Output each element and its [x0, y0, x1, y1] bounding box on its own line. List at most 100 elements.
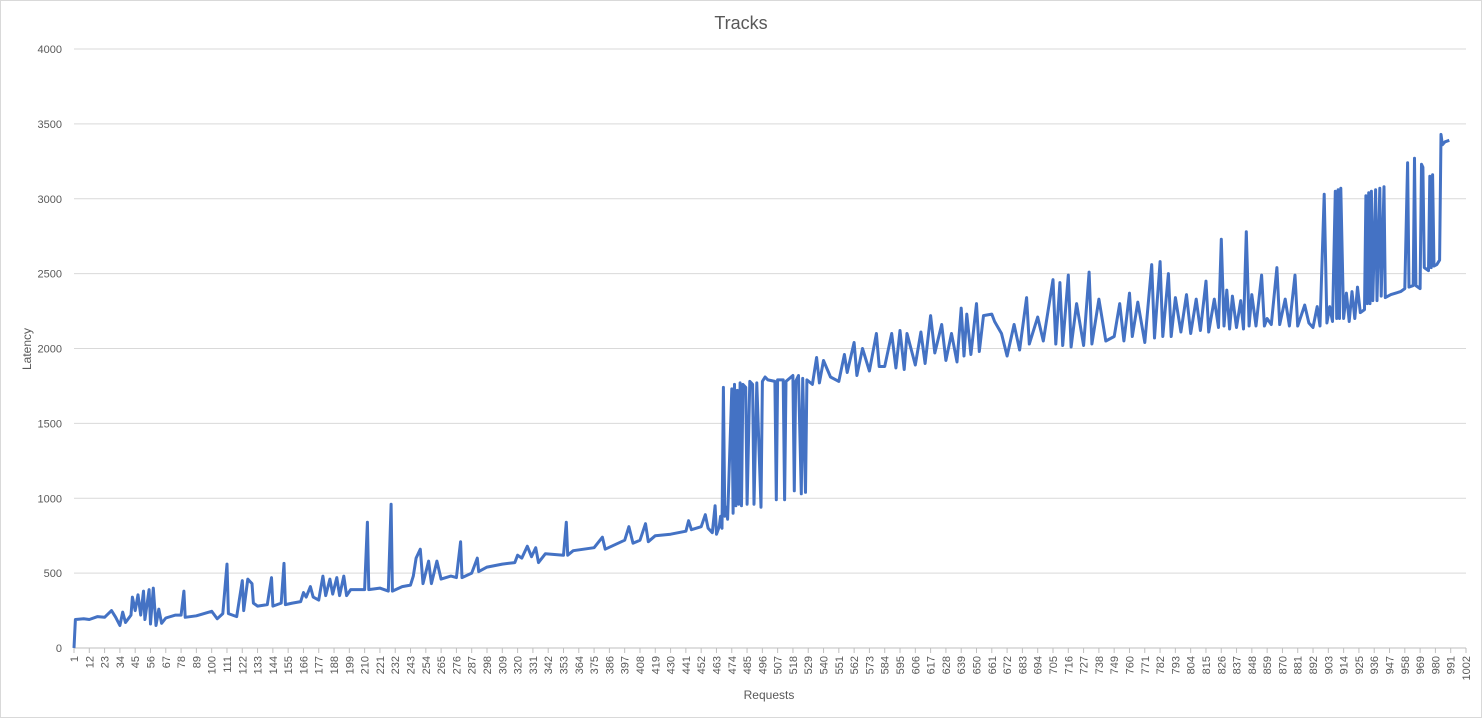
x-tick-label: 804 — [1186, 656, 1198, 674]
x-tick-label: 298 — [482, 656, 494, 674]
y-tick-label: 4000 — [38, 44, 62, 56]
x-tick-label: 111 — [222, 656, 234, 673]
x-tick-label: 342 — [543, 656, 555, 674]
y-tick-label: 3500 — [38, 119, 62, 131]
x-tick-label: 716 — [1063, 656, 1075, 674]
x-tick-label: 617 — [926, 656, 938, 674]
x-tick-label: 507 — [773, 656, 785, 674]
x-tick-label: 34 — [115, 656, 127, 668]
x-axis-label: Requests — [744, 688, 795, 702]
x-tick-label: 925 — [1354, 656, 1366, 674]
y-axis-label: Latency — [20, 328, 34, 370]
x-tick-label: 782 — [1155, 656, 1167, 674]
x-tick-label: 166 — [298, 656, 310, 674]
x-tick-label: 309 — [497, 656, 509, 674]
x-tick-label: 67 — [161, 656, 173, 668]
x-tick-label: 287 — [467, 656, 479, 674]
x-tick-label: 771 — [1140, 656, 1152, 674]
x-tick-label: 958 — [1400, 656, 1412, 674]
y-tick-label: 2000 — [38, 344, 62, 356]
x-tick-label: 705 — [1048, 656, 1060, 674]
x-tick-label: 199 — [344, 656, 356, 674]
x-tick-label: 463 — [711, 656, 723, 674]
x-tick-label: 628 — [941, 656, 953, 674]
x-tick-label: 969 — [1415, 656, 1427, 674]
x-tick-label: 793 — [1170, 656, 1182, 674]
series-line-latency — [72, 132, 1450, 649]
x-tick-label: 859 — [1262, 656, 1274, 674]
x-tick-label: 727 — [1079, 656, 1091, 674]
x-tick-label: 177 — [314, 656, 326, 674]
x-tick-label: 1 — [69, 656, 81, 662]
x-tick-label: 23 — [100, 656, 112, 668]
x-tick-label: 837 — [1232, 656, 1244, 674]
x-tick-label: 661 — [987, 656, 999, 674]
x-tick-label: 89 — [191, 656, 203, 668]
gridlines — [74, 48, 1466, 574]
x-tick-label: 265 — [436, 656, 448, 674]
x-tick-label: 221 — [375, 656, 387, 674]
x-tick-label: 892 — [1308, 656, 1320, 674]
x-tick-label: 133 — [253, 656, 265, 674]
x-tick-label: 375 — [589, 656, 601, 674]
x-tick-label: 595 — [895, 656, 907, 674]
x-tick-label: 584 — [880, 656, 892, 674]
x-tick-label: 496 — [757, 656, 769, 674]
x-tick-label: 980 — [1430, 656, 1442, 674]
x-tick-label: 144 — [268, 656, 280, 674]
x-tick-label: 826 — [1216, 656, 1228, 674]
y-tick-label: 3000 — [38, 194, 62, 206]
y-axis-ticks: 0 500 1000 1500 2000 2500 3000 3500 4000 — [38, 44, 62, 655]
x-tick-label: 606 — [910, 656, 922, 674]
x-tick-label: 364 — [574, 656, 586, 674]
x-tick-label: 419 — [650, 656, 662, 674]
x-tick-label: 760 — [1124, 656, 1136, 674]
x-tick-label: 243 — [406, 656, 418, 674]
x-tick-label: 452 — [696, 656, 708, 674]
x-tick-label: 188 — [329, 656, 341, 674]
x-tick-label: 320 — [513, 656, 525, 674]
x-tick-label: 991 — [1446, 656, 1458, 674]
y-tick-label: 1500 — [38, 418, 62, 430]
x-tick-label: 485 — [742, 656, 754, 674]
x-tick-label: 56 — [145, 656, 157, 668]
y-tick-label: 2500 — [38, 269, 62, 281]
x-tick-label: 815 — [1201, 656, 1213, 674]
y-tick-label: 500 — [44, 568, 62, 580]
x-tick-label: 78 — [176, 656, 188, 668]
y-tick-label: 0 — [56, 643, 62, 655]
x-tick-label: 386 — [604, 656, 616, 674]
x-tick-label: 639 — [956, 656, 968, 674]
x-tick-label: 397 — [620, 656, 632, 674]
x-tick-label: 694 — [1033, 656, 1045, 674]
x-tick-label: 276 — [451, 656, 463, 674]
x-tick-label: 254 — [421, 656, 433, 674]
x-tick-label: 155 — [283, 656, 295, 674]
x-tick-label: 551 — [834, 656, 846, 674]
x-tick-label: 100 — [207, 656, 219, 674]
x-tick-label: 848 — [1247, 656, 1259, 674]
x-tick-label: 573 — [864, 656, 876, 674]
x-tick-label: 122 — [237, 656, 249, 674]
x-tick-label: 903 — [1323, 656, 1335, 674]
x-tick-label: 881 — [1293, 656, 1305, 674]
x-tick-label: 232 — [390, 656, 402, 674]
x-tick-label: 12 — [84, 656, 96, 668]
x-tick-label: 562 — [849, 656, 861, 674]
x-tick-label: 683 — [1017, 656, 1029, 674]
x-tick-label: 650 — [972, 656, 984, 674]
y-tick-label: 1000 — [38, 493, 62, 505]
x-tick-label: 474 — [727, 656, 739, 674]
x-tick-label: 45 — [130, 656, 142, 668]
x-tick-label: 936 — [1369, 656, 1381, 674]
chart-title: Tracks — [714, 13, 767, 33]
x-tick-label: 430 — [666, 656, 678, 674]
x-tick-label: 210 — [360, 656, 372, 674]
x-tick-label: 947 — [1385, 656, 1397, 674]
x-tick-label: 518 — [788, 656, 800, 674]
x-tick-label: 529 — [803, 656, 815, 674]
x-tick-label: 540 — [819, 656, 831, 674]
x-tick-label: 870 — [1277, 656, 1289, 674]
